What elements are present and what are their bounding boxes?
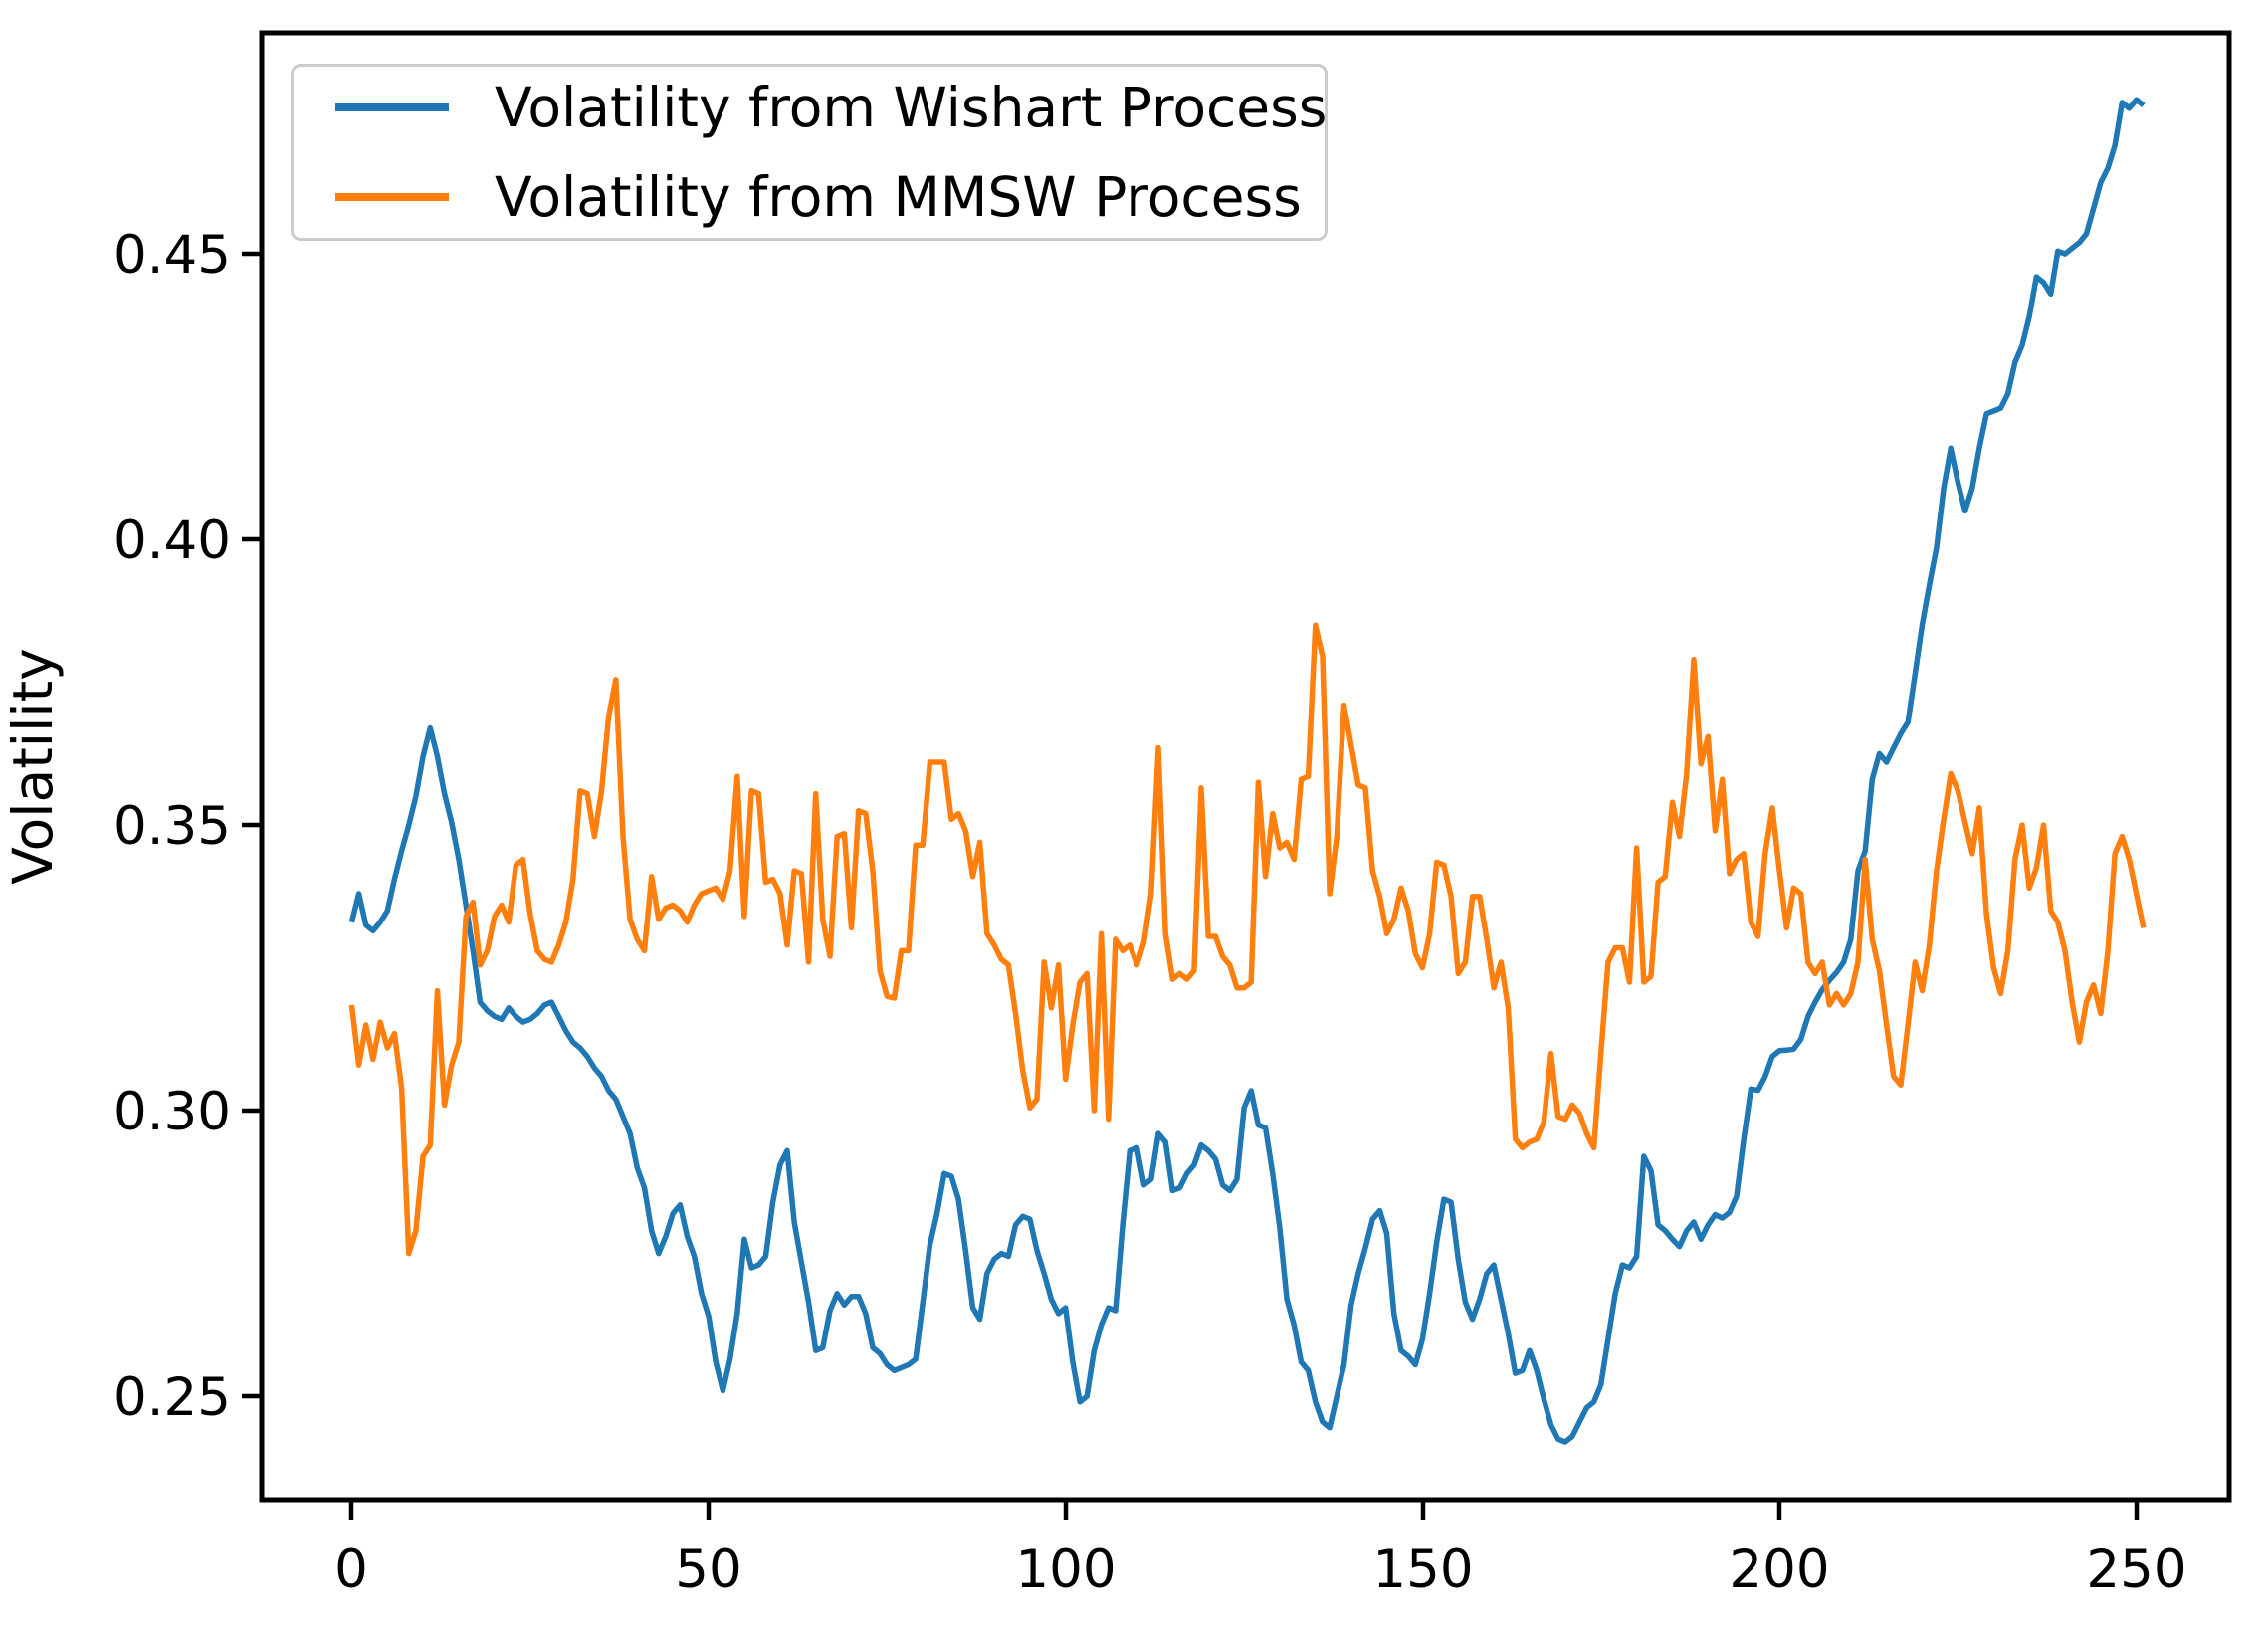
y-axis-tick-labels: 0.45 0.40 0.35 0.30 0.25 [113,225,231,1428]
y-tick-label: 0.45 [113,225,231,286]
x-tick-label: 250 [2086,1539,2186,1600]
y-tick-label: 0.25 [113,1367,231,1428]
wishart-line-swatch [335,103,449,111]
legend-label-wishart: Volatility from Wishart Process [495,76,1328,139]
legend-label-mmsw: Volatility from MMSW Process [495,165,1302,229]
y-axis-ticks [242,251,262,1399]
y-axis-label: Volatility [1,648,65,885]
series-line [348,622,2147,1257]
x-tick-label: 150 [1372,1539,1473,1600]
mmsw-line-swatch [335,193,449,201]
series-lines [348,97,2147,1445]
series-line [348,97,2146,1445]
x-tick-label: 100 [1015,1539,1116,1600]
y-tick-label: 0.35 [113,796,231,857]
x-axis-ticks [348,1500,2140,1520]
y-tick-label: 0.30 [113,1082,231,1142]
x-tick-label: 200 [1729,1539,1829,1600]
legend-entry-mmsw: Volatility from MMSW Process [321,165,1302,229]
legend: Volatility from Wishart Process Volatili… [291,64,1328,241]
x-axis-tick-labels: 0 50 100 150 200 250 [334,1539,2186,1600]
x-tick-label: 50 [675,1539,741,1600]
legend-entry-wishart: Volatility from Wishart Process [321,76,1327,139]
y-tick-label: 0.40 [113,511,231,571]
x-tick-label: 0 [334,1539,368,1600]
plot-area [259,30,2232,1503]
